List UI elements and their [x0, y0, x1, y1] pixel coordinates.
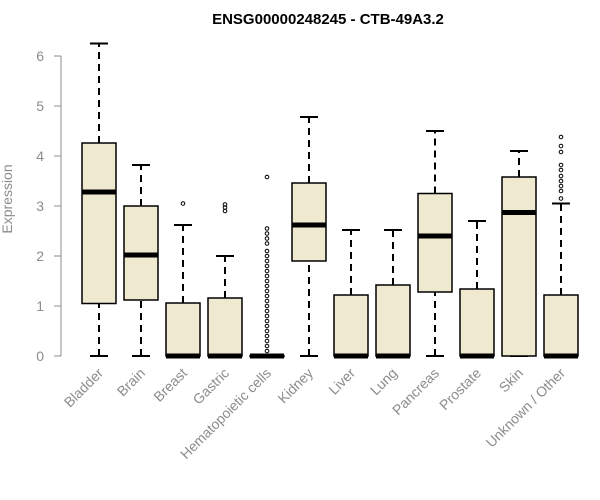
- box-iqr: [207, 297, 243, 357]
- outlier-point: [264, 348, 270, 354]
- boxes-layer: [81, 42, 579, 359]
- y-tick-label: 3: [36, 198, 44, 214]
- outlier-point: [264, 318, 270, 324]
- box-iqr: [291, 182, 327, 262]
- y-tick-label: 2: [36, 248, 44, 264]
- box-prostate: [459, 220, 495, 359]
- outlier-point: [264, 248, 270, 254]
- outlier-point: [264, 268, 270, 274]
- y-tick-label: 0: [36, 348, 44, 364]
- outlier-point: [558, 162, 564, 168]
- box-bladder: [81, 42, 117, 357]
- outlier-point: [264, 328, 270, 334]
- box-iqr: [165, 302, 201, 357]
- outlier-point: [264, 273, 270, 279]
- box-liver: [333, 229, 369, 359]
- box-unknown-other: [543, 134, 579, 359]
- x-tick-label: Skin: [496, 365, 527, 396]
- box-iqr: [333, 294, 369, 357]
- y-tick-label: 4: [36, 148, 44, 164]
- outlier-point: [264, 226, 270, 231]
- outlier-point: [264, 263, 270, 269]
- outlier-point: [264, 333, 270, 339]
- box-brain: [123, 164, 159, 357]
- box-iqr: [459, 288, 495, 357]
- x-tick-label: Kidney: [275, 365, 317, 407]
- outlier-point: [558, 143, 564, 149]
- x-tick-label: Unknown / Other: [483, 365, 569, 451]
- chart-title: ENSG00000248245 - CTB-49A3.2: [212, 11, 444, 28]
- box-iqr: [375, 284, 411, 357]
- outlier-point: [264, 231, 270, 236]
- outlier-point: [180, 201, 186, 206]
- outlier-point: [264, 288, 270, 294]
- outlier-point: [264, 323, 270, 329]
- outlier-point: [558, 183, 564, 189]
- y-tick-label: 5: [36, 98, 44, 114]
- outlier-point: [558, 167, 564, 173]
- box-iqr: [417, 192, 453, 293]
- box-hematopoietic-cells: [249, 174, 285, 359]
- outlier-point: [264, 338, 270, 344]
- box-gastric: [207, 202, 243, 359]
- x-tick-label: Prostate: [436, 365, 484, 413]
- box-iqr: [81, 142, 117, 305]
- box-lung: [375, 229, 411, 359]
- outlier-point: [558, 134, 564, 140]
- outlier-point: [264, 303, 270, 309]
- x-tick-label: Breast: [150, 365, 190, 405]
- y-tick-label: 6: [36, 48, 44, 64]
- x-tick-label: Liver: [325, 365, 358, 398]
- outlier-point: [264, 236, 270, 241]
- x-tick-label: Brain: [114, 365, 148, 399]
- y-tick-label: 1: [36, 298, 44, 314]
- x-tick-label: Lung: [367, 365, 400, 398]
- box-iqr: [501, 176, 537, 357]
- y-axis-label: Expression: [0, 164, 15, 233]
- outlier-point: [264, 283, 270, 289]
- outlier-point: [264, 308, 270, 314]
- box-breast: [165, 201, 201, 359]
- y-axis: 0 1 2 3 4 5 6: [36, 48, 62, 364]
- outlier-point: [558, 173, 564, 179]
- outlier-point: [264, 293, 270, 299]
- outlier-point: [558, 196, 564, 201]
- outlier-point: [264, 258, 270, 264]
- box-iqr: [543, 294, 579, 357]
- outlier-point: [264, 278, 270, 284]
- box-skin: [501, 150, 537, 357]
- x-tick-label: Bladder: [61, 365, 107, 411]
- outlier-point: [222, 202, 228, 207]
- outlier-point: [222, 205, 228, 210]
- x-tick-label: Pancreas: [389, 365, 442, 418]
- outlier-point: [264, 241, 270, 246]
- outlier-point: [264, 313, 270, 319]
- box-pancreas: [417, 130, 453, 357]
- outlier-point: [264, 174, 270, 180]
- outlier-point: [558, 149, 564, 155]
- outlier-point: [558, 188, 564, 194]
- outlier-point: [264, 298, 270, 304]
- outlier-point: [264, 253, 270, 259]
- outlier-point: [264, 343, 270, 349]
- outlier-point: [558, 178, 564, 184]
- box-kidney: [291, 116, 327, 357]
